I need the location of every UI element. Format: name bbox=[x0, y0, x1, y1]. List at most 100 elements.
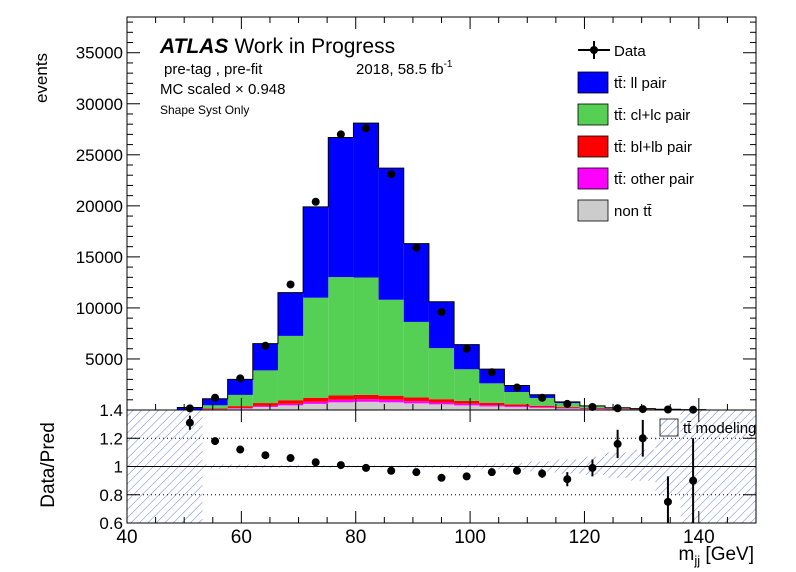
y-axis-label-bottom: Data/Pred bbox=[38, 422, 59, 508]
ratio-points bbox=[185, 415, 698, 523]
data-point bbox=[437, 308, 446, 317]
bar-segment bbox=[554, 408, 580, 410]
bar-segment bbox=[277, 400, 304, 404]
bar-segment bbox=[303, 403, 329, 410]
bar-segment bbox=[328, 277, 354, 396]
data-point bbox=[362, 124, 371, 133]
bar-segment bbox=[227, 406, 253, 408]
bar-segment bbox=[277, 292, 304, 336]
ratio-point bbox=[412, 468, 421, 477]
data-point bbox=[563, 399, 572, 408]
ratio-point bbox=[336, 461, 345, 470]
ratio-point bbox=[689, 476, 698, 485]
x-tick-label: 40 bbox=[116, 527, 137, 548]
ratio-point bbox=[211, 437, 220, 446]
lower-axes: 0.6 0.8 1 1.2 1.4 40 60 80 100 120 140 bbox=[99, 401, 756, 548]
x-tick-label: 80 bbox=[345, 527, 366, 548]
bar-segment bbox=[303, 397, 329, 402]
bar-segment bbox=[277, 335, 304, 401]
bar-segment bbox=[479, 383, 505, 403]
bar-segment bbox=[303, 297, 329, 398]
legend-label: non tt̄ bbox=[614, 203, 652, 220]
data-point bbox=[462, 344, 471, 353]
stacked-bars bbox=[127, 122, 756, 411]
y-tick-label: 30000 bbox=[76, 95, 123, 114]
bar-segment bbox=[479, 369, 505, 384]
x-axis-label: mjj [GeV] bbox=[679, 544, 754, 568]
ratio-point bbox=[613, 439, 622, 448]
bar-segment bbox=[252, 370, 278, 404]
bar-segment bbox=[403, 397, 429, 402]
upper-axes: 5000 10000 15000 20000 25000 30000 35000 bbox=[76, 17, 756, 410]
legend-swatch bbox=[577, 199, 609, 222]
bar-segment bbox=[554, 407, 580, 409]
selection-label: pre-tag , pre-fit bbox=[164, 61, 263, 78]
legend-swatch bbox=[577, 103, 609, 126]
bar-segment bbox=[454, 400, 480, 404]
legend-label: Data bbox=[614, 43, 646, 60]
legend-label: tt̄: bl+lb pair bbox=[614, 139, 692, 156]
ratio-point bbox=[512, 466, 521, 475]
bar-segment bbox=[227, 379, 253, 395]
ratio-point bbox=[487, 468, 496, 477]
ratio-point bbox=[261, 451, 270, 460]
ratio-y-tick-label: 1.2 bbox=[99, 429, 123, 448]
bar-segment bbox=[353, 277, 379, 395]
ratio-legend-swatch bbox=[659, 418, 679, 437]
bar-segment bbox=[252, 406, 278, 410]
bar-segment bbox=[378, 299, 404, 396]
bar-segment bbox=[529, 407, 555, 410]
bar-segment bbox=[479, 402, 505, 406]
bar-segment bbox=[529, 405, 555, 408]
bar-segment bbox=[303, 206, 329, 298]
stack-outline bbox=[127, 122, 756, 411]
bar-segment bbox=[328, 137, 354, 278]
y-tick-label: 20000 bbox=[76, 197, 123, 216]
ratio-legend-label: tt̄ modeling bbox=[683, 420, 756, 437]
data-point bbox=[638, 405, 647, 414]
legend-label: tt̄: cl+lc pair bbox=[614, 107, 690, 124]
ratio-y-tick-label: 0.8 bbox=[99, 486, 123, 505]
y-tick-label: 5000 bbox=[85, 350, 123, 369]
y-tick-label: 35000 bbox=[76, 44, 123, 63]
bar-segment bbox=[328, 395, 354, 400]
bar-segment bbox=[479, 406, 505, 410]
x-tick-label: 140 bbox=[683, 527, 715, 548]
bar-segment bbox=[403, 401, 429, 404]
bar-segment bbox=[353, 401, 379, 410]
bar-segment bbox=[403, 321, 429, 398]
ratio-y-tick-label: 1.4 bbox=[99, 401, 123, 420]
bar-segment bbox=[252, 403, 278, 406]
bar-segment bbox=[479, 405, 505, 407]
ratio-point bbox=[588, 463, 597, 472]
bar-segment bbox=[428, 399, 455, 403]
data-point bbox=[211, 393, 220, 402]
ratio-point bbox=[362, 463, 371, 472]
data-point bbox=[311, 197, 320, 206]
x-tick-label: 120 bbox=[569, 527, 601, 548]
ratio-y-tick-label: 1 bbox=[114, 458, 123, 477]
bar-segment bbox=[202, 405, 228, 409]
data-point bbox=[588, 402, 597, 411]
legend: tt̄ modeling Data tt̄: ll pair tt̄: cl+lc p… bbox=[577, 41, 756, 437]
bar-segment bbox=[529, 397, 555, 406]
data-point bbox=[261, 341, 270, 350]
bar-segment bbox=[378, 395, 404, 400]
bar-segment bbox=[378, 402, 404, 410]
bar-segment bbox=[428, 402, 455, 405]
bar-segment bbox=[454, 405, 480, 410]
bar-segment bbox=[378, 399, 404, 403]
legend-label: tt̄: other pair bbox=[614, 171, 694, 188]
bar-segment bbox=[277, 403, 304, 406]
bar-segment bbox=[328, 402, 354, 410]
ratio-point bbox=[462, 472, 471, 481]
data-point bbox=[286, 280, 295, 289]
bar-segment bbox=[277, 405, 304, 410]
ratio-point bbox=[286, 454, 295, 463]
bar-segment bbox=[504, 404, 530, 407]
bar-segment bbox=[428, 348, 455, 400]
ratio-point bbox=[638, 434, 647, 443]
atlas-label: ATLAS Work in Progress bbox=[159, 35, 395, 58]
ratio-point bbox=[437, 473, 446, 482]
